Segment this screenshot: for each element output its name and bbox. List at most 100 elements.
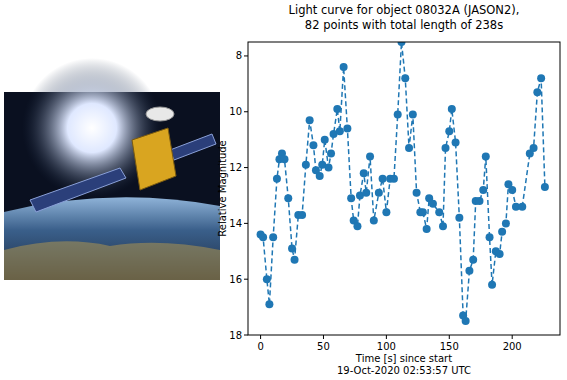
- sunlit-clouds: [4, 241, 220, 280]
- point: [362, 189, 370, 197]
- point: [413, 189, 421, 197]
- point: [537, 74, 545, 82]
- point: [265, 300, 273, 308]
- x-tick: [323, 335, 324, 339]
- point: [479, 186, 487, 194]
- plot-frame: [248, 42, 560, 335]
- point: [336, 127, 344, 135]
- point: [452, 138, 460, 146]
- point: [486, 233, 494, 241]
- page: Light curve for object 08032A (JASON2),8…: [0, 0, 567, 380]
- point: [366, 152, 374, 160]
- plot-data: [257, 42, 549, 325]
- solar-panel: [30, 168, 126, 212]
- point: [469, 256, 477, 264]
- point: [353, 222, 361, 230]
- x-tick-label: 0: [257, 341, 263, 352]
- point: [309, 141, 317, 149]
- point: [370, 217, 378, 225]
- point: [327, 150, 335, 158]
- point: [530, 144, 538, 152]
- y-tick-label: 16: [229, 274, 242, 285]
- point: [306, 116, 314, 124]
- point: [508, 186, 516, 194]
- point: [360, 169, 368, 177]
- point: [401, 74, 409, 82]
- satellite-body: [132, 128, 176, 190]
- x-tick-label: 150: [440, 341, 459, 352]
- point: [284, 194, 292, 202]
- x-axis-title: 19-Oct-2020 02:53:57 UTC: [337, 365, 471, 376]
- point: [298, 211, 306, 219]
- point: [429, 200, 437, 208]
- x-tick-label: 50: [317, 341, 330, 352]
- x-tick: [512, 335, 513, 339]
- point: [316, 172, 324, 180]
- antenna: [146, 107, 174, 121]
- point: [435, 208, 443, 216]
- point: [325, 164, 333, 172]
- point: [302, 161, 310, 169]
- point: [442, 144, 450, 152]
- point: [496, 250, 504, 258]
- point: [448, 105, 456, 113]
- y-tick: [244, 223, 248, 224]
- point: [498, 228, 506, 236]
- y-tick-label: 14: [229, 218, 242, 229]
- point: [288, 244, 296, 252]
- solar-panel: [170, 134, 216, 160]
- point: [518, 203, 526, 211]
- point: [419, 208, 427, 216]
- point: [263, 275, 271, 283]
- point: [347, 194, 355, 202]
- point: [394, 111, 402, 119]
- point: [382, 208, 390, 216]
- y-tick-label: 12: [229, 162, 242, 173]
- x-axis-title: Time [s] since start: [355, 353, 452, 364]
- point: [259, 233, 267, 241]
- point: [409, 111, 417, 119]
- point: [541, 183, 549, 191]
- y-tick: [244, 111, 248, 112]
- x-tick-label: 100: [377, 341, 396, 352]
- point: [462, 317, 470, 325]
- title: Light curve for object 08032A (JASON2),8…: [289, 3, 520, 32]
- y-tick-label: 10: [229, 106, 242, 117]
- point: [280, 155, 288, 163]
- x-tick: [260, 335, 261, 339]
- x-tick: [386, 335, 387, 339]
- point: [321, 136, 329, 144]
- x-tick-label: 200: [503, 341, 522, 352]
- y-tick: [244, 55, 248, 56]
- point: [273, 175, 281, 183]
- point: [375, 189, 383, 197]
- point: [465, 267, 473, 275]
- point: [379, 175, 387, 183]
- y-tick: [244, 167, 248, 168]
- light-curve: [261, 42, 545, 321]
- y-tick-label: 8: [236, 50, 242, 61]
- point: [291, 256, 299, 264]
- point: [488, 281, 496, 289]
- title-line: 82 points with total length of 238s: [305, 18, 503, 32]
- satellite-picture: [4, 58, 220, 280]
- point: [405, 144, 413, 152]
- point: [423, 225, 431, 233]
- y-tick-label: 18: [229, 330, 242, 341]
- y-axis-title: Relative Magnitude: [217, 140, 228, 236]
- point: [269, 233, 277, 241]
- x-tick: [449, 335, 450, 339]
- point: [445, 127, 453, 135]
- point: [333, 105, 341, 113]
- point: [482, 152, 490, 160]
- title-line: Light curve for object 08032A (JASON2),: [289, 3, 520, 17]
- point: [390, 175, 398, 183]
- point: [455, 214, 463, 222]
- y-tick: [244, 279, 248, 280]
- point: [397, 42, 405, 46]
- point: [533, 88, 541, 96]
- point: [439, 222, 447, 230]
- point: [475, 197, 483, 205]
- point: [502, 219, 510, 227]
- y-tick: [244, 335, 248, 336]
